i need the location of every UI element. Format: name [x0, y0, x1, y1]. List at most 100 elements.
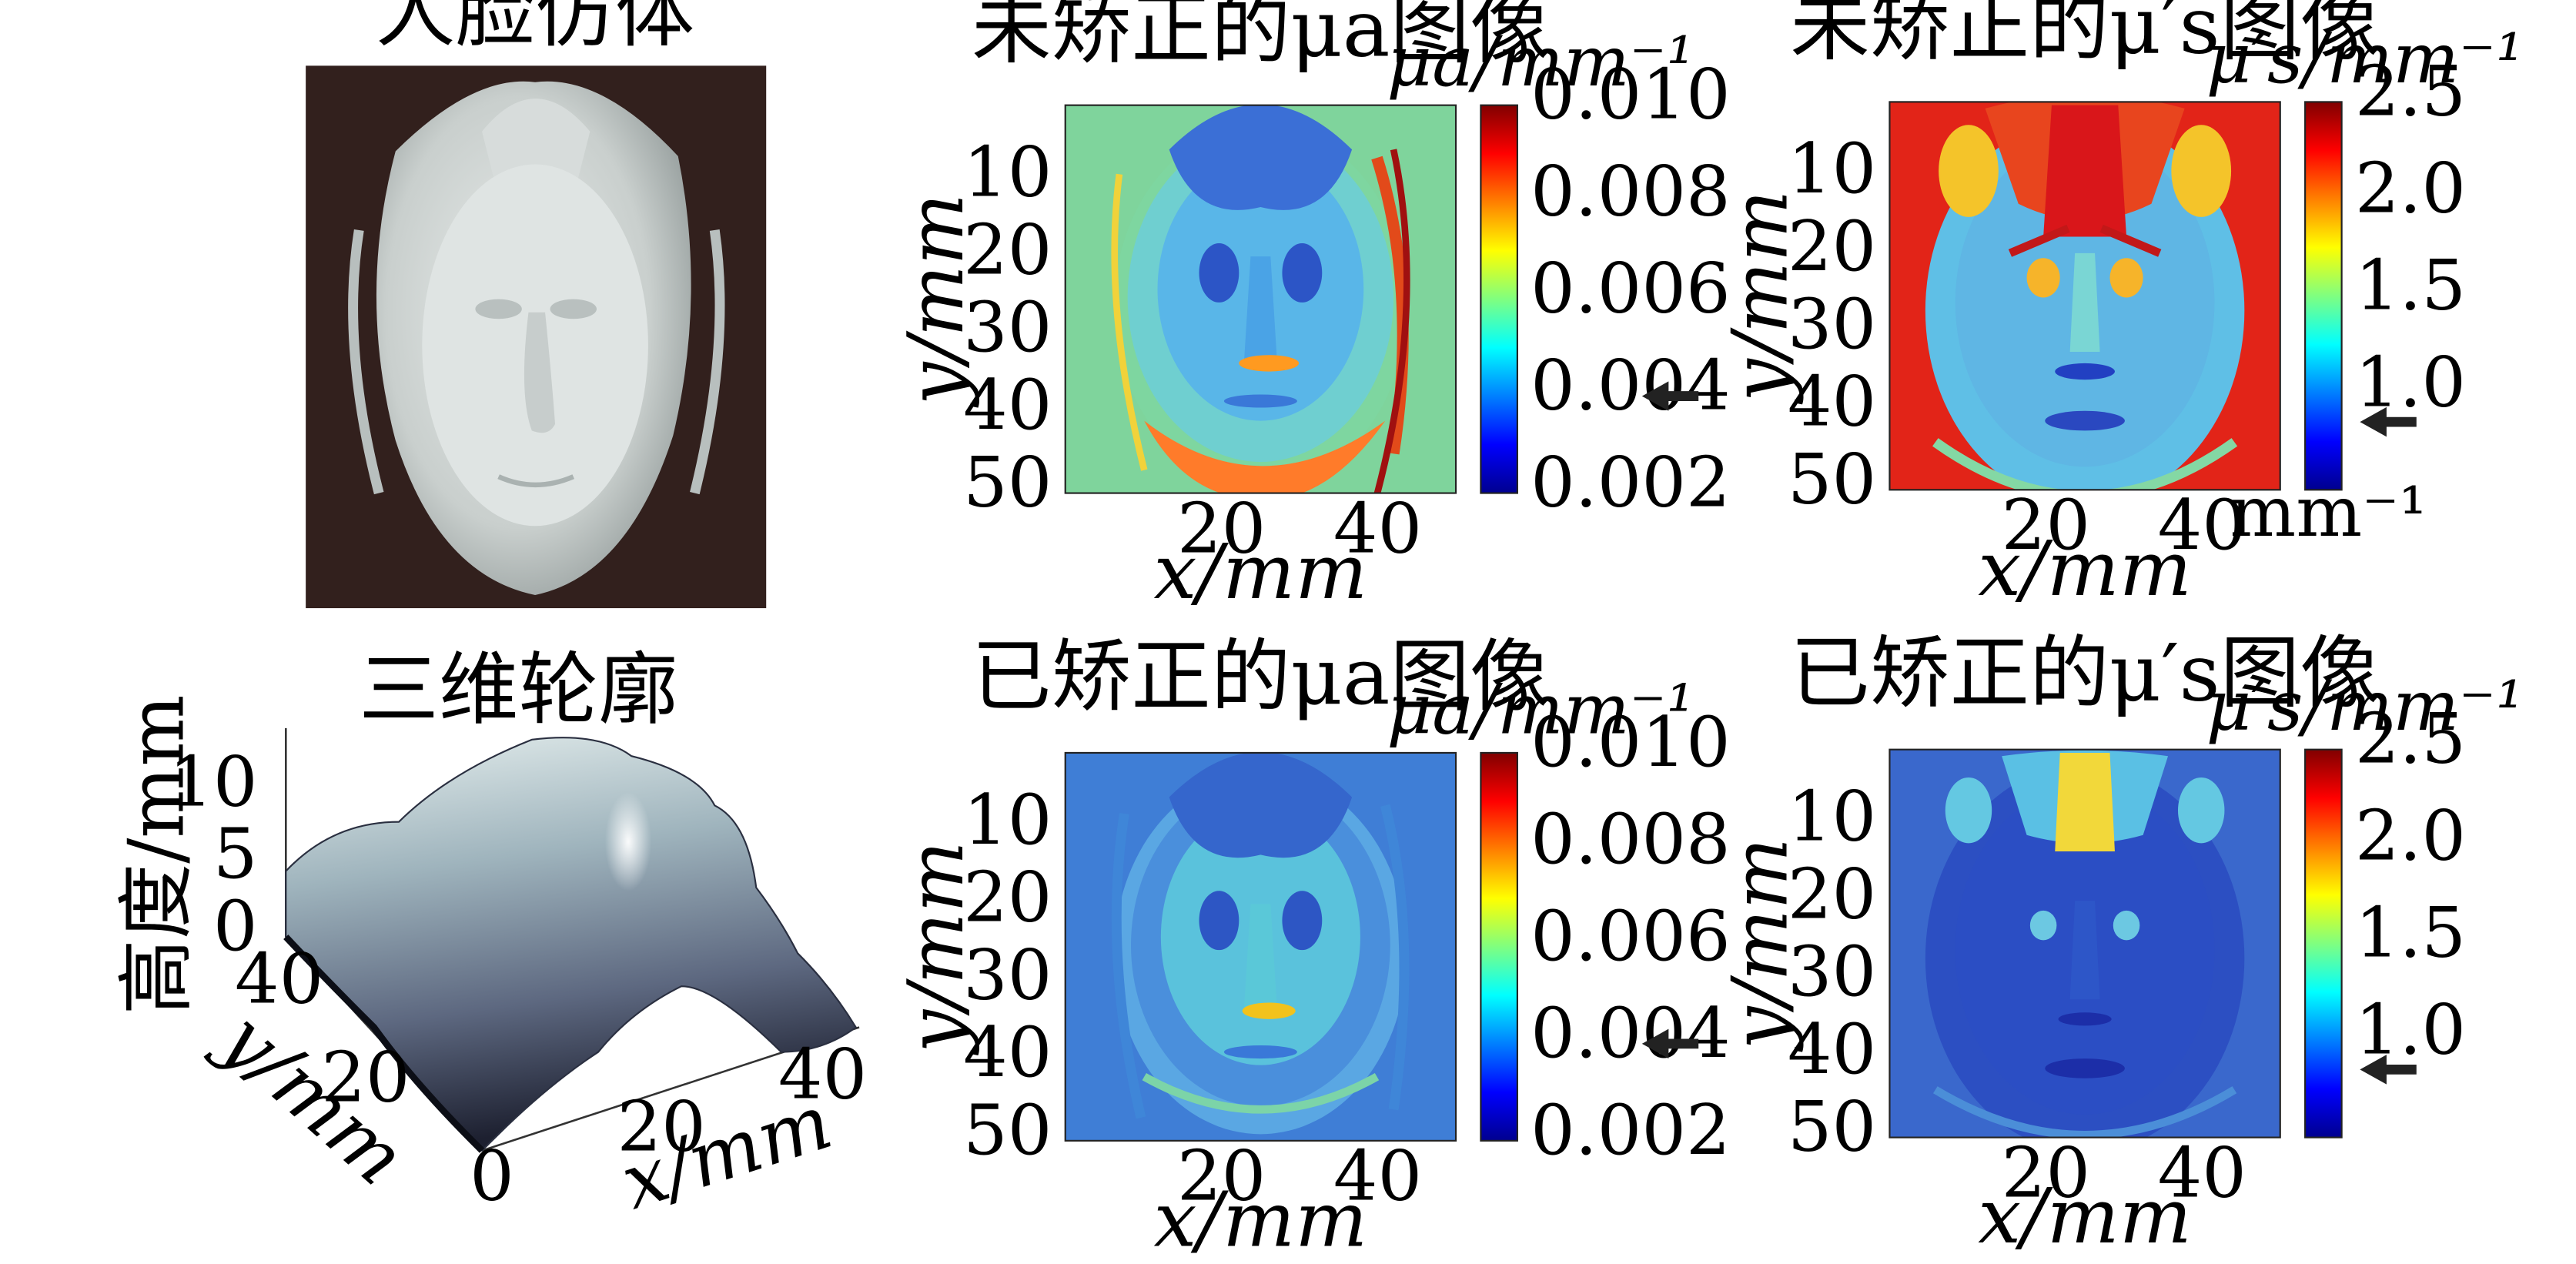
y-tick-label: 10 — [963, 780, 1052, 860]
heatmap-image — [1065, 752, 1457, 1141]
colorbar-tick-label: 0.010 — [1531, 702, 1731, 782]
profile-z-tick: 10 — [169, 742, 257, 822]
photo-panel-title: 人脸仿体 — [376, 0, 694, 59]
x-tick-label: 40 — [2158, 486, 2246, 566]
colorbar-tick-label: 1.5 — [2355, 246, 2466, 326]
x-tick-label: 20 — [2002, 1133, 2090, 1213]
colorbar-tick-label: 2.5 — [2355, 699, 2466, 779]
profile-z-label: 高度/mm — [112, 694, 202, 1015]
colorbar-tick-label: 0.002 — [1531, 1090, 1731, 1170]
arrow-icon — [1641, 381, 1699, 411]
colorbar-unit: mm⁻¹ — [2230, 473, 2427, 553]
y-axis-label: y/mm — [892, 193, 981, 408]
y-tick-label: 50 — [963, 1090, 1052, 1170]
image-frame — [1064, 751, 1457, 1142]
x-tick-label: 40 — [1333, 489, 1422, 569]
y-tick-label: 40 — [1788, 362, 1876, 442]
x-tick-label: 20 — [1177, 1136, 1266, 1216]
y-tick-label: 10 — [963, 132, 1052, 212]
y-axis-label: y/mm — [1716, 190, 1805, 405]
y-tick-label: 20 — [963, 858, 1052, 938]
colorbar-tick-label: 2.0 — [2355, 149, 2466, 229]
x-tick-label: 40 — [2158, 1133, 2246, 1213]
panel-title: 已矫正的μa图像 — [972, 630, 1550, 722]
y-tick-label: 20 — [963, 210, 1052, 290]
colorbar-tick-label: 1.5 — [2355, 893, 2466, 973]
y-tick-label: 30 — [1788, 284, 1876, 364]
colorbar-label: μa/mm⁻¹ — [1387, 670, 1694, 750]
arrow-icon — [1641, 1028, 1699, 1059]
heatmap-face — [1885, 95, 2284, 505]
heatmap-face — [1885, 751, 2284, 1152]
colorbar-tick-label: 1.0 — [2355, 343, 2466, 423]
profile-z-tick: 0 — [213, 887, 258, 967]
colorbar-tick-label: 1.0 — [2355, 990, 2466, 1070]
colorbar-tick-label: 0.004 — [1531, 993, 1731, 1073]
colorbar-tick-label: 0.008 — [1531, 799, 1731, 879]
y-tick-label: 10 — [1788, 777, 1876, 857]
profile-x-tick: 40 — [778, 1035, 867, 1115]
heatmap-image — [1885, 95, 2284, 505]
x-axis-label: x/mm — [1154, 529, 1368, 617]
colorbar-label: μa/mm⁻¹ — [1387, 22, 1694, 102]
y-axis-label: y/mm — [892, 841, 981, 1055]
colorbar-tick-label: 0.008 — [1531, 152, 1731, 232]
image-frame — [1889, 748, 2281, 1139]
panel-title: 未矫正的μ′s图像 — [1790, 0, 2380, 72]
profile-y-tick: 0 — [470, 1136, 514, 1216]
y-tick-label: 30 — [963, 935, 1052, 1015]
y-axis-label: y/mm — [1716, 838, 1805, 1052]
x-tick-label: 20 — [1177, 489, 1266, 569]
profile-x-tick: 20 — [617, 1087, 705, 1167]
colorbar-tick-label: 0.006 — [1531, 896, 1731, 976]
arrow-icon — [2360, 1055, 2417, 1085]
colorbar-tick-label: 2.5 — [2355, 52, 2466, 132]
colorbar — [1480, 751, 1518, 1142]
colorbar-tick-label: 2.0 — [2355, 796, 2466, 876]
y-tick-label: 40 — [963, 365, 1052, 445]
arrow-icon — [2360, 406, 2417, 437]
profile-y-tick: 20 — [321, 1038, 410, 1118]
colorbar-tick-label: 0.006 — [1531, 249, 1731, 329]
x-tick-label: 40 — [1333, 1136, 1422, 1216]
y-tick-label: 30 — [963, 288, 1052, 368]
profile-panel-title: 三维轮廓 — [359, 644, 677, 735]
y-tick-label: 50 — [1788, 1087, 1876, 1167]
y-tick-label: 20 — [1788, 854, 1876, 935]
image-frame — [1889, 101, 2281, 491]
profile-y-tick: 40 — [235, 939, 323, 1019]
colorbar — [2304, 101, 2343, 491]
image-frame — [1064, 104, 1457, 494]
heatmap-image — [1065, 105, 1457, 500]
colorbar-tick-label: 0.002 — [1531, 443, 1731, 523]
colorbar-label: μ′s/mm⁻¹ — [2206, 18, 2524, 99]
colorbar-label: μ′s/mm⁻¹ — [2206, 667, 2524, 747]
y-tick-label: 20 — [1788, 206, 1876, 286]
x-axis-label: x/mm — [1978, 1173, 2192, 1261]
y-tick-label: 30 — [1788, 932, 1876, 1012]
x-tick-label: 20 — [2002, 486, 2090, 566]
x-axis-label: x/mm — [1978, 525, 2192, 613]
colorbar-tick-label: 0.010 — [1531, 55, 1731, 135]
face-phantom-photo — [306, 65, 767, 609]
profile-x-axis: 20 40 x/mm — [611, 1035, 867, 1227]
colorbar-tick-label: 0.004 — [1531, 346, 1731, 426]
heatmap-image — [1885, 749, 2284, 1152]
profile-z-tick: 5 — [213, 814, 258, 894]
x-axis-label: x/mm — [1154, 1176, 1368, 1264]
colorbar — [2304, 748, 2343, 1139]
y-tick-label: 10 — [1788, 129, 1876, 209]
panel-title: 已矫正的μ′s图像 — [1790, 627, 2380, 719]
y-tick-label: 50 — [963, 443, 1052, 523]
colorbar — [1480, 104, 1518, 494]
profile-z-axis: 10 5 0 高度/mm — [112, 694, 258, 1015]
y-tick-label: 40 — [963, 1013, 1052, 1093]
y-tick-label: 40 — [1788, 1009, 1876, 1089]
y-tick-label: 50 — [1788, 440, 1876, 520]
profile-surface — [283, 727, 860, 1153]
